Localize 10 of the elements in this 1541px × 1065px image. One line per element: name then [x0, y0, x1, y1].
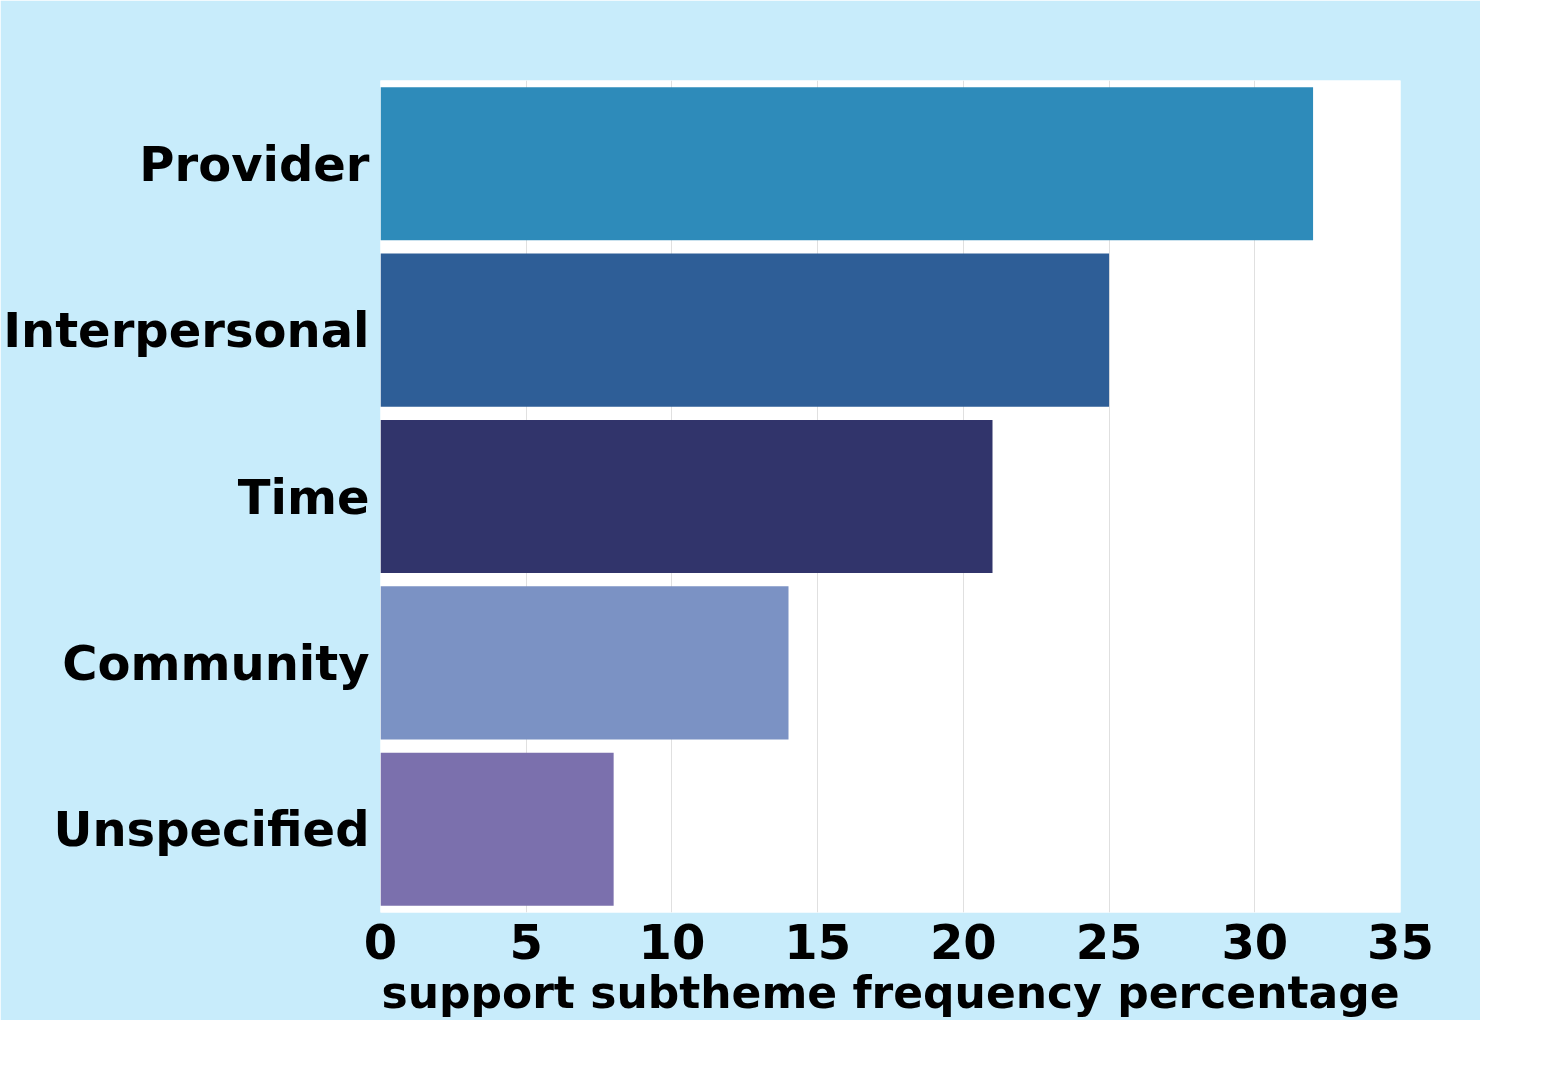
y-tick-label: Time — [237, 468, 370, 525]
bar — [380, 87, 1314, 241]
y-tick-label: Community — [62, 634, 370, 691]
bar — [380, 752, 614, 906]
y-tick-label: Interpersonal — [3, 302, 370, 359]
bar — [380, 586, 789, 740]
bar — [380, 419, 993, 574]
y-tick-label: Provider — [139, 135, 370, 192]
y-tick-label: Unspecified — [53, 801, 370, 858]
bar — [380, 253, 1110, 407]
